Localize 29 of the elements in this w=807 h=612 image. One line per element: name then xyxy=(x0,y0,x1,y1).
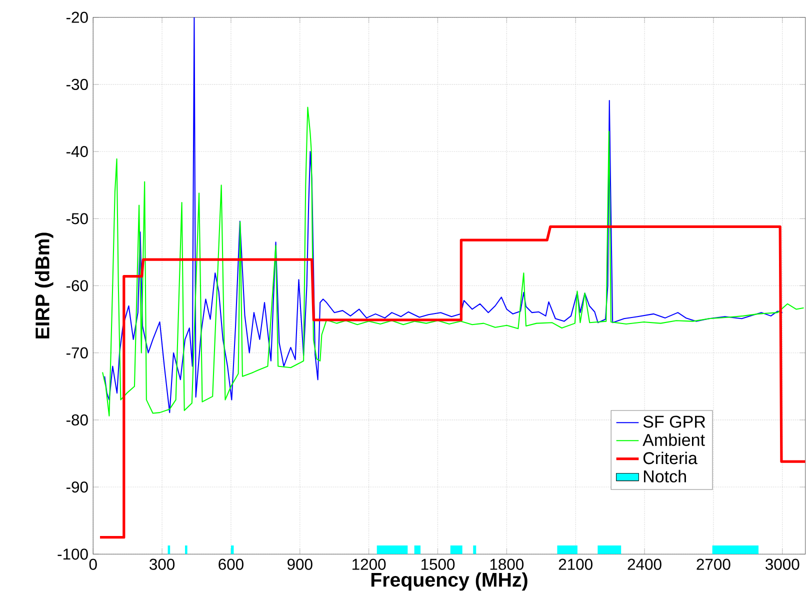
y-tick-label: -80 xyxy=(66,414,88,426)
x-axis-title: Frequency (MHz) xyxy=(371,572,528,591)
x-tick-label: 2100 xyxy=(558,558,592,570)
y-tick-label: -100 xyxy=(58,548,88,560)
legend-label: Ambient xyxy=(642,434,705,446)
y-axis-title: EIRP (dBm) xyxy=(34,232,54,339)
x-tick-label: 3000 xyxy=(766,558,800,570)
x-tick-label: 900 xyxy=(288,558,312,570)
x-tick-label: 2700 xyxy=(696,558,730,570)
x-tick-label: 1800 xyxy=(490,558,524,570)
x-tick-label: 1500 xyxy=(421,558,455,570)
line-series xyxy=(104,17,783,414)
legend-label: SF GPR xyxy=(643,416,706,428)
legend-label: Notch xyxy=(644,470,686,483)
line-series xyxy=(98,226,806,539)
y-tick-label: -90 xyxy=(66,482,88,493)
x-tick-label: 1200 xyxy=(352,558,386,570)
y-tick-label: -70 xyxy=(66,347,88,359)
y-tick-label: -50 xyxy=(66,213,88,224)
legend-label: Criteria xyxy=(643,452,698,464)
x-tick-label: 600 xyxy=(218,558,244,570)
x-tick-label: 300 xyxy=(150,558,175,570)
y-tick-label: -30 xyxy=(66,79,88,90)
y-tick-label: -40 xyxy=(66,146,88,158)
y-tick-label: -60 xyxy=(66,280,88,292)
x-tick-label: 0 xyxy=(89,558,97,570)
y-tick-label: -20 xyxy=(66,12,88,24)
x-tick-label: 2400 xyxy=(628,558,662,570)
line-series xyxy=(102,106,804,417)
